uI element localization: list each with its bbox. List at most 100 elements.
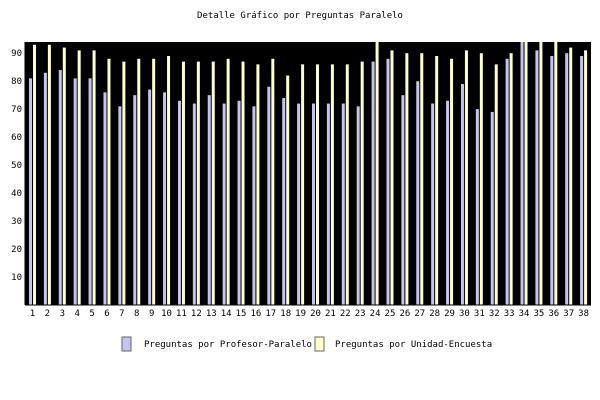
x-tick-label: 17 [265, 309, 276, 319]
bar-unidad-1 [33, 44, 36, 305]
bar-profesor-2 [43, 72, 47, 305]
bar-unidad-21 [330, 64, 334, 305]
bar-unidad-26 [405, 53, 409, 305]
bar-unidad-28 [435, 55, 439, 305]
bar-unidad-19 [301, 64, 305, 305]
bar-profesor-19 [297, 103, 301, 305]
x-tick-label: 16 [250, 309, 261, 319]
bar-profesor-21 [326, 103, 330, 305]
x-tick-label: 21 [325, 309, 336, 319]
bar-profesor-4 [73, 78, 77, 305]
bar-profesor-1 [29, 78, 32, 305]
bar-unidad-12 [196, 61, 200, 305]
bars-layer [29, 42, 588, 306]
bar-unidad-6 [107, 58, 111, 306]
bar-profesor-37 [565, 53, 569, 305]
bar-profesor-35 [535, 50, 539, 305]
axes-layer [24, 42, 591, 306]
y-tick-label: 40 [11, 189, 22, 199]
bar-unidad-3 [62, 47, 66, 306]
x-tick-label: 4 [74, 309, 79, 319]
x-tick-label: 36 [548, 309, 559, 319]
bar-unidad-27 [420, 53, 424, 305]
bar-unidad-23 [360, 61, 364, 305]
x-tick-label: 33 [504, 309, 515, 319]
bar-profesor-5 [88, 78, 92, 305]
bar-unidad-9 [152, 58, 156, 306]
bar-profesor-32 [490, 111, 494, 305]
x-tick-label: 23 [355, 309, 366, 319]
bar-profesor-9 [148, 89, 152, 305]
x-tick-label: 2 [45, 309, 50, 319]
bar-profesor-8 [133, 95, 137, 305]
x-tick-label: 38 [578, 309, 589, 319]
x-tick-label: 3 [60, 309, 65, 319]
x-tick-label: 13 [206, 309, 217, 319]
legend-label-profesor: Preguntas por Profesor-Paralelo [144, 340, 312, 350]
x-tick-label: 35 [533, 309, 544, 319]
x-tick-label: 8 [134, 309, 139, 319]
y-tick-label: 90 [11, 49, 22, 59]
x-tick-label: 12 [191, 309, 202, 319]
bar-profesor-22 [341, 103, 345, 305]
x-tick-label: 18 [280, 309, 291, 319]
x-tick-label: 27 [414, 309, 425, 319]
bar-profesor-27 [416, 81, 420, 305]
bar-unidad-15 [241, 61, 245, 305]
bar-unidad-13 [211, 61, 215, 305]
legend-swatch-profesor [121, 336, 132, 352]
bar-unidad-38 [584, 50, 588, 305]
x-tick-label: 32 [489, 309, 500, 319]
x-tick-label: 7 [119, 309, 124, 319]
bar-profesor-6 [103, 92, 107, 306]
bar-profesor-3 [58, 69, 62, 305]
x-tick-label: 20 [310, 309, 321, 319]
bar-unidad-18 [286, 75, 290, 306]
bar-unidad-14 [226, 58, 230, 306]
bar-unidad-30 [464, 50, 468, 305]
bar-profesor-36 [550, 55, 554, 305]
bar-profesor-26 [401, 95, 405, 305]
x-tick-label: 19 [295, 309, 306, 319]
bar-profesor-10 [163, 92, 167, 306]
bar-unidad-29 [450, 58, 454, 306]
bar-unidad-5 [92, 50, 96, 305]
bar-unidad-25 [390, 50, 394, 305]
bar-unidad-35 [539, 42, 543, 305]
x-tick-label: 6 [104, 309, 109, 319]
x-tick-label: 30 [459, 309, 470, 319]
bar-profesor-17 [267, 86, 271, 305]
bar-unidad-2 [47, 44, 51, 305]
x-tick-label: 34 [519, 309, 530, 319]
bar-profesor-31 [475, 109, 479, 306]
x-tick-label: 15 [236, 309, 247, 319]
ticks-layer: 1 2 3 4 5 6 7 8 9 10 11 12 13 14 15 16 17 18 19 20 21 22 23 24 2… [11, 49, 589, 319]
x-tick-label: 28 [429, 309, 440, 319]
bar-unidad-33 [509, 53, 513, 305]
legend-swatch-unidad [314, 336, 325, 352]
x-tick-label: 25 [385, 309, 396, 319]
x-tick-label: 9 [149, 309, 154, 319]
bar-unidad-36 [554, 42, 558, 305]
y-tick-label: 70 [11, 105, 22, 115]
bar-unidad-16 [256, 64, 260, 305]
x-tick-label: 10 [161, 309, 172, 319]
bar-unidad-20 [316, 64, 319, 305]
bar-unidad-7 [122, 61, 126, 305]
bar-profesor-14 [222, 103, 226, 305]
y-tick-label: 80 [11, 77, 22, 87]
bar-profesor-25 [386, 58, 390, 306]
bar-profesor-11 [177, 100, 181, 306]
bar-profesor-12 [192, 103, 196, 305]
bar-unidad-8 [137, 58, 141, 306]
legend: Preguntas por Profesor-Paralelo Pregunta… [121, 336, 492, 352]
x-tick-label: 26 [399, 309, 410, 319]
y-tick-label: 60 [11, 133, 22, 143]
bar-profesor-34 [520, 42, 524, 305]
y-tick-label: 20 [11, 245, 22, 255]
bar-unidad-17 [271, 58, 275, 306]
bar-profesor-18 [282, 97, 286, 305]
bar-profesor-20 [312, 103, 315, 305]
bar-profesor-29 [446, 100, 450, 306]
